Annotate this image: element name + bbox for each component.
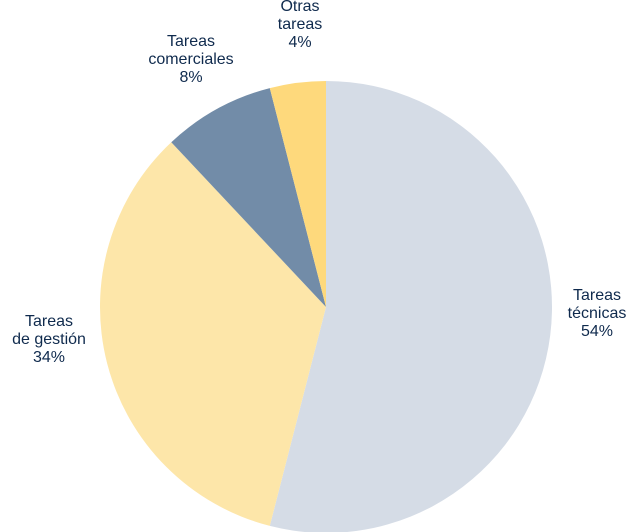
pie-slice-1 bbox=[99, 142, 326, 526]
pie-slice-label-1: Tareas de gestión 34% bbox=[12, 313, 86, 366]
pie-slice-value-3: 4% bbox=[288, 34, 311, 51]
pie-slice-label-line-1-1: de gestión bbox=[12, 331, 86, 348]
pie-slice-2 bbox=[171, 88, 326, 307]
pie-slice-0 bbox=[269, 81, 552, 532]
pie-slice-label-line-2-0: Tareas bbox=[167, 33, 215, 50]
pie-labels: Tareas técnicas 54%Tareas de gestión 34%Tare… bbox=[12, 0, 626, 366]
pie-slice-value-0: 54% bbox=[581, 323, 613, 340]
pie-slice-label-0: Tareas técnicas 54% bbox=[568, 287, 627, 340]
pie-slice-label-line-2-1: comerciales bbox=[148, 51, 233, 68]
pie-slice-label-line-0-1: técnicas bbox=[568, 305, 627, 322]
pie-slice-label-line-3-1: tareas bbox=[278, 16, 322, 33]
pie-slice-label-2: Tareas comerciales 8% bbox=[148, 33, 233, 86]
pie-slice-label-line-3-0: Otras bbox=[280, 0, 319, 15]
pie-slice-value-2: 8% bbox=[179, 69, 202, 86]
pie-slice-label-line-1-0: Tareas bbox=[25, 313, 73, 330]
pie-slice-3 bbox=[269, 81, 326, 307]
pie-slice-label-line-0-0: Tareas bbox=[573, 287, 621, 304]
pie-slice-value-1: 34% bbox=[33, 349, 65, 366]
pie-slices bbox=[99, 81, 552, 532]
pie-slice-label-3: Otras tareas 4% bbox=[278, 0, 322, 51]
